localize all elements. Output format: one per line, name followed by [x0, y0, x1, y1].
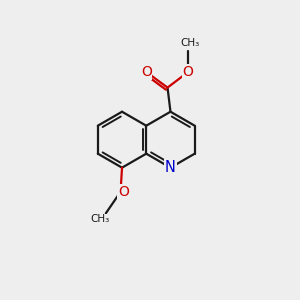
- Text: O: O: [141, 65, 152, 79]
- Text: O: O: [183, 65, 194, 79]
- Text: N: N: [165, 160, 176, 175]
- Text: CH₃: CH₃: [180, 38, 199, 47]
- Text: CH₃: CH₃: [90, 214, 110, 224]
- Text: O: O: [118, 185, 129, 199]
